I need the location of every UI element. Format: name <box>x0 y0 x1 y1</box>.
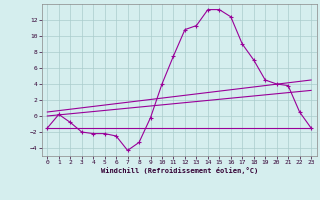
X-axis label: Windchill (Refroidissement éolien,°C): Windchill (Refroidissement éolien,°C) <box>100 167 258 174</box>
